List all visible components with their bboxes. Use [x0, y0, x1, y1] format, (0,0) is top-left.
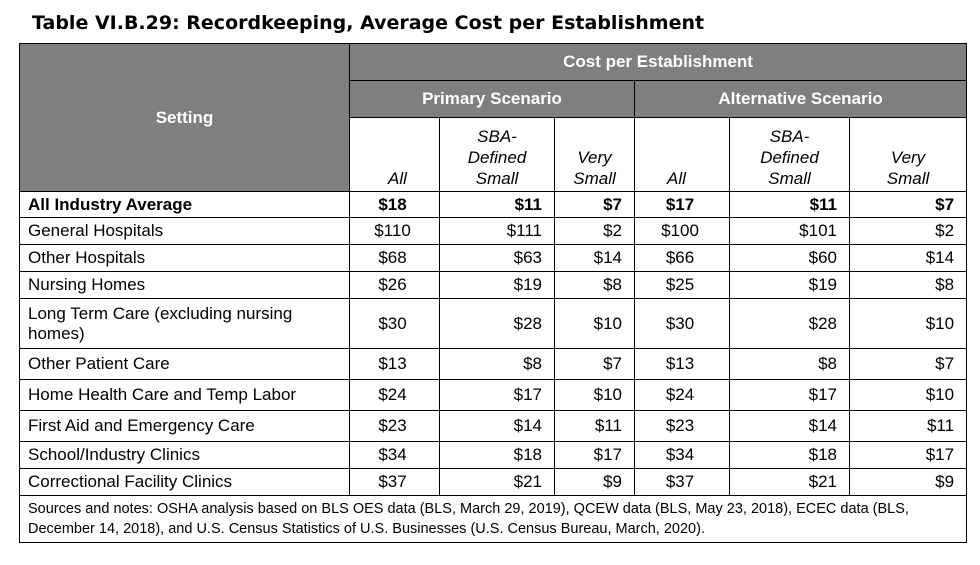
cost-cell: $21	[729, 468, 850, 496]
cost-cell: $13	[634, 348, 730, 380]
cost-cell: $30	[634, 298, 730, 349]
cost-cell: $18	[439, 441, 555, 469]
cost-cell: $18	[729, 441, 850, 469]
cost-cell: $68	[349, 244, 440, 272]
cost-cell: $34	[634, 441, 730, 469]
table-row: School/Industry Clinics $34 $18 $17 $34 $18 $1…	[19, 441, 968, 469]
cost-cell: $2	[848, 217, 968, 245]
cost-cell: $10	[848, 379, 968, 411]
cost-cell: $17	[439, 379, 555, 411]
cost-cell: $14	[439, 410, 555, 442]
cost-cell: $13	[349, 348, 440, 380]
cost-cell: $8	[729, 348, 850, 380]
cost-cell: $11	[848, 410, 968, 442]
cost-cell: $37	[634, 468, 730, 496]
table-row: Correctional Facility Clinics $37 $21 $9 $37…	[19, 468, 968, 496]
cost-cell: $19	[439, 271, 555, 299]
cost-cell: $28	[439, 298, 555, 349]
cost-cell: $14	[848, 244, 968, 272]
table-row: General Hospitals $110 $111 $2 $100 $101 $2	[19, 217, 968, 245]
cost-cell: $11	[729, 191, 850, 218]
cost-cell: $17	[634, 191, 730, 218]
cost-cell: $11	[439, 191, 555, 218]
cost-cell: $26	[349, 271, 440, 299]
cost-cell: $23	[634, 410, 730, 442]
table-row: All Industry Average $18 $11 $7 $17 $11 $7	[19, 191, 968, 218]
cost-cell: $17	[848, 441, 968, 469]
col-very-small-primary: Very Small	[554, 117, 635, 192]
table-row: Home Health Care and Temp Labor $24 $17 $10…	[19, 379, 968, 411]
cost-group-header: Cost per Establishment	[348, 43, 968, 81]
cost-cell: $14	[729, 410, 850, 442]
cost-cell: $25	[634, 271, 730, 299]
cost-cell: $7	[554, 348, 635, 380]
cost-cell: $18	[349, 191, 440, 218]
table-title: Table VI.B.29: Recordkeeping, Average Co…	[32, 12, 705, 34]
subheader-row: All SBA- Defined Small Very Small All SB…	[20, 117, 968, 192]
cost-cell: $19	[729, 271, 850, 299]
row-label: Correctional Facility Clinics	[19, 468, 350, 496]
row-label: Home Health Care and Temp Labor	[19, 379, 350, 411]
cost-cell: $111	[439, 217, 555, 245]
cost-cell: $10	[848, 298, 968, 349]
cost-cell: $23	[349, 410, 440, 442]
col-all-alternative: All	[634, 117, 730, 192]
cost-cell: $7	[848, 191, 968, 218]
cost-cell: $17	[554, 441, 635, 469]
cost-cell: $34	[349, 441, 440, 469]
row-label: School/Industry Clinics	[19, 441, 350, 469]
alternative-scenario-header: Alternative Scenario	[633, 80, 968, 118]
cost-cell: $63	[439, 244, 555, 272]
cost-cell: $7	[848, 348, 968, 380]
cost-table: Setting Cost per Establishment Primary S…	[18, 43, 968, 543]
col-sba-alternative: SBA- Defined Small	[729, 117, 850, 192]
cost-cell: $11	[554, 410, 635, 442]
table-row: Other Hospitals $68 $63 $14 $66 $60 $14	[19, 244, 968, 272]
primary-scenario-header: Primary Scenario	[349, 80, 635, 118]
cost-cell: $8	[554, 271, 635, 299]
cost-cell: $8	[439, 348, 555, 380]
cost-cell: $10	[554, 298, 635, 349]
cost-cell: $66	[634, 244, 730, 272]
table-row: Long Term Care (excluding nursing homes)…	[19, 298, 968, 349]
setting-header: Setting	[19, 43, 350, 192]
cost-cell: $9	[554, 468, 635, 496]
row-label: All Industry Average	[19, 191, 350, 218]
row-label: First Aid and Emergency Care	[19, 410, 350, 442]
cost-cell: $9	[848, 468, 968, 496]
row-label: Nursing Homes	[19, 271, 350, 299]
cost-cell: $17	[729, 379, 850, 411]
row-label: Long Term Care (excluding nursing homes)	[19, 298, 350, 349]
table-row: First Aid and Emergency Care $23 $14 $11 $23…	[19, 410, 968, 442]
cost-cell: $8	[848, 271, 968, 299]
cost-cell: $28	[729, 298, 850, 349]
cost-cell: $24	[634, 379, 730, 411]
row-label: Other Patient Care	[19, 348, 350, 380]
col-all-primary: All	[349, 117, 440, 192]
cost-cell: $30	[349, 298, 440, 349]
cost-cell: $101	[729, 217, 850, 245]
cost-cell: $60	[729, 244, 850, 272]
table-row: Nursing Homes $26 $19 $8 $25 $19 $8	[19, 271, 968, 299]
cost-cell: $2	[554, 217, 635, 245]
cost-cell: $21	[439, 468, 555, 496]
cost-cell: $14	[554, 244, 635, 272]
cost-cell: $100	[634, 217, 730, 245]
row-label: General Hospitals	[19, 217, 350, 245]
cost-cell: $110	[349, 217, 440, 245]
table-row: Other Patient Care $13 $8 $7 $13 $8 $7	[19, 348, 968, 380]
cost-cell: $10	[554, 379, 635, 411]
col-very-small-alternative: Very Small	[848, 117, 968, 192]
row-label: Other Hospitals	[19, 244, 350, 272]
cost-cell: $7	[554, 191, 635, 218]
sources-notes: Sources and notes: OSHA analysis based o…	[18, 495, 968, 543]
cost-cell: $37	[349, 468, 440, 496]
cost-cell: $24	[349, 379, 440, 411]
col-sba-primary: SBA- Defined Small	[439, 117, 555, 192]
